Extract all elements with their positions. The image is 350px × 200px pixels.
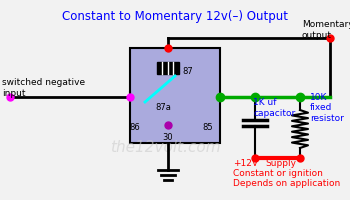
Text: Constant to Momentary 12v(–) Output: Constant to Momentary 12v(–) Output xyxy=(62,10,288,23)
Text: 1K uf
capacitor: 1K uf capacitor xyxy=(253,98,295,118)
Text: 87a: 87a xyxy=(155,102,171,112)
Bar xyxy=(130,48,220,143)
Text: 86: 86 xyxy=(130,123,140,132)
Text: Constant or ignition: Constant or ignition xyxy=(233,170,323,178)
Text: 10K
fixed
resistor: 10K fixed resistor xyxy=(310,93,344,123)
Text: the12volt.com: the12volt.com xyxy=(110,140,220,156)
Text: 87: 87 xyxy=(182,68,193,76)
Text: Depends on application: Depends on application xyxy=(233,180,340,188)
Bar xyxy=(157,62,179,74)
Text: 85: 85 xyxy=(203,123,213,132)
Text: +12V: +12V xyxy=(233,158,258,168)
Text: switched negative
input: switched negative input xyxy=(2,78,85,98)
Text: Supply: Supply xyxy=(265,158,296,168)
Text: Momentary
output: Momentary output xyxy=(302,20,350,40)
Text: 30: 30 xyxy=(163,134,173,142)
